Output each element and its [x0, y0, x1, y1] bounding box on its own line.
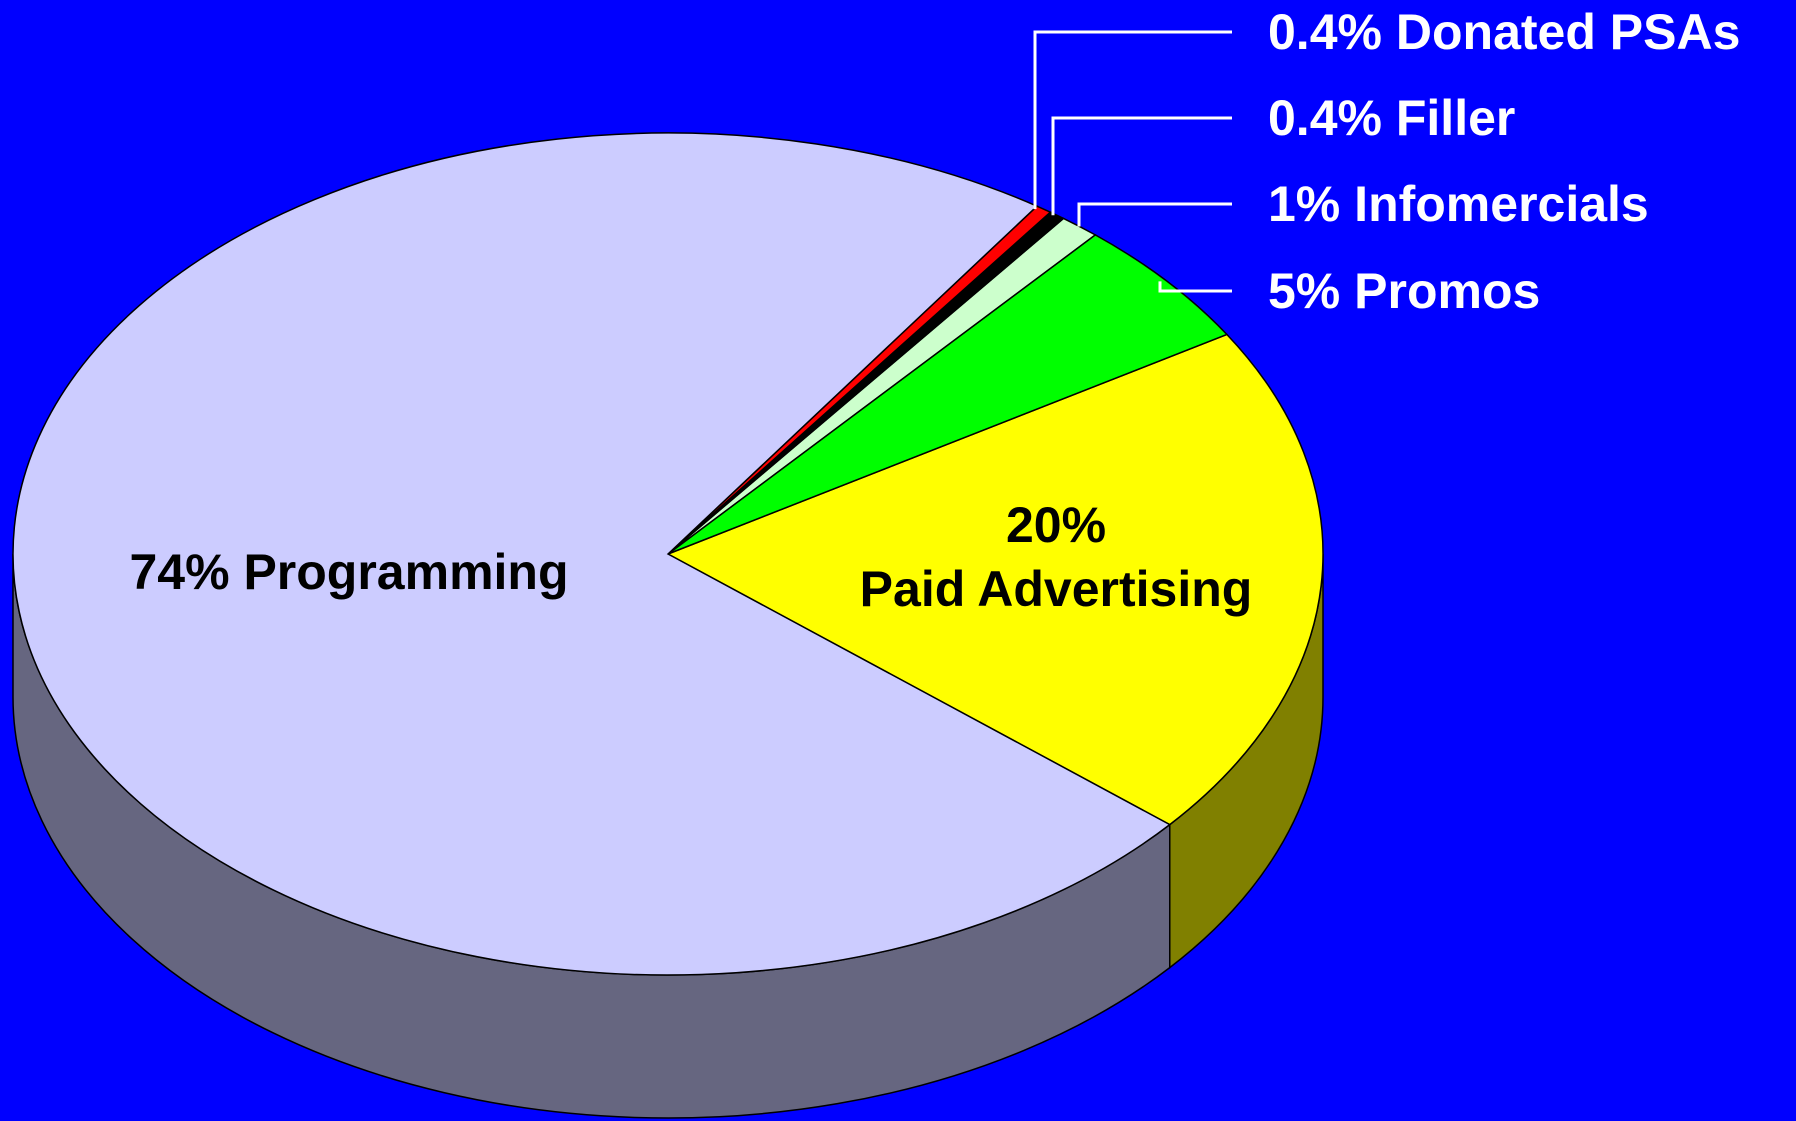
- slice-value-label: 5%: [1268, 263, 1340, 319]
- slice-category-label: Promos: [1354, 263, 1540, 319]
- leader-line: [1158, 281, 1232, 293]
- slice-value-label: 74%: [129, 544, 229, 600]
- slice-category-label: Programming: [243, 544, 568, 600]
- slice-label: 0.4% Donated PSAs: [1268, 4, 1740, 60]
- pie-slice: [12, 132, 1172, 976]
- pie-slice: [666, 333, 1324, 826]
- slice-label: 0.4% Filler: [1268, 90, 1515, 146]
- slice-label: 20% Paid Advertising: [860, 497, 1253, 617]
- slice-category-label: Filler: [1396, 90, 1515, 146]
- slice-category-label: Paid Advertising: [860, 561, 1253, 617]
- pie-slice: [667, 234, 1229, 555]
- slice-category-label: Infomercials: [1354, 176, 1649, 232]
- slice-value-label: 0.4%: [1268, 4, 1382, 60]
- leader-line: [1051, 116, 1232, 216]
- leader-line: [1033, 30, 1232, 210]
- slice-label: 5% Promos: [1268, 263, 1540, 319]
- slice-value-label: 1%: [1268, 176, 1340, 232]
- slice-label: 1% Infomercials: [1268, 176, 1649, 232]
- slice-label: 74% Programming: [129, 544, 568, 600]
- leader-line: [1077, 202, 1232, 227]
- slice-value-label: 20%: [1006, 497, 1106, 553]
- slice-category-label: Donated PSAs: [1396, 4, 1741, 60]
- slice-value-label: 0.4%: [1268, 90, 1382, 146]
